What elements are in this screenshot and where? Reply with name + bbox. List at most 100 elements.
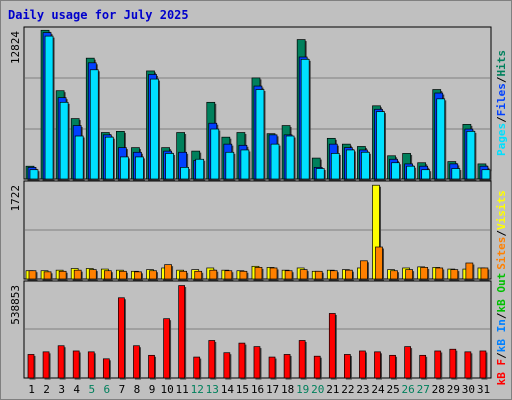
day-label-27: 27 — [417, 383, 430, 396]
kbf-bar-15 — [238, 342, 246, 379]
sites-bar-13 — [209, 269, 218, 280]
pages-bar-7 — [120, 156, 129, 180]
pages-bar-20 — [315, 168, 325, 180]
sites-bar-1 — [28, 270, 37, 280]
day-label-13: 13 — [206, 383, 219, 396]
pages-bar-8 — [135, 156, 144, 180]
kbf-bar-27 — [419, 354, 427, 379]
kbf-bar-23 — [359, 350, 366, 379]
pages-bar-22 — [346, 149, 355, 180]
pages-bar-3 — [59, 101, 69, 180]
day-label-15: 15 — [236, 383, 249, 396]
day-label-24: 24 — [371, 383, 385, 396]
sites-bar-14 — [224, 270, 233, 280]
day-label-28: 28 — [432, 383, 445, 396]
pages-bar-27 — [421, 169, 431, 180]
pages-bar-9 — [150, 78, 159, 180]
sites-bar-4 — [73, 269, 82, 280]
kbf-bar-26 — [404, 346, 411, 379]
kbf-bar-21 — [328, 313, 336, 379]
sites-bar-21 — [329, 270, 338, 280]
pages-bar-30 — [466, 131, 476, 180]
legend-top-part-3: Files — [495, 83, 508, 116]
kbf-bar-6 — [102, 358, 110, 379]
sites-bar-25 — [390, 270, 398, 280]
kbf-bar-16 — [253, 346, 261, 379]
kbf-bar-7 — [118, 297, 125, 379]
day-label-11: 11 — [176, 383, 189, 396]
pages-bar-15 — [240, 149, 250, 180]
legend-bottom: kB F/kB In/kB Out — [495, 273, 508, 386]
kbf-bar-19 — [298, 340, 306, 379]
legend-mid-part-2: / — [495, 230, 508, 237]
sites-bar-27 — [420, 267, 429, 280]
kbf-bar-3 — [57, 345, 65, 379]
kbf-bar-8 — [133, 345, 140, 379]
legend-top-part-2: / — [495, 116, 508, 123]
kbf-bar-10 — [163, 318, 170, 379]
legend-mid-part-1: Sites — [495, 237, 508, 270]
day-label-17: 17 — [266, 383, 279, 396]
kbf-bar-5 — [87, 351, 95, 379]
day-label-19: 19 — [296, 383, 309, 396]
pages-bar-13 — [210, 128, 220, 180]
sites-bar-11 — [179, 270, 187, 280]
kbf-bar-13 — [208, 340, 216, 379]
pages-bar-16 — [255, 89, 265, 180]
pages-bar-4 — [74, 135, 84, 180]
pages-bar-24 — [376, 111, 385, 180]
pages-bar-29 — [451, 168, 461, 180]
day-label-1: 1 — [28, 383, 35, 396]
day-label-31: 31 — [477, 383, 490, 396]
kbf-bar-17 — [268, 356, 276, 379]
ymax-label-1: 12824 — [9, 31, 22, 64]
sites-bar-2 — [43, 271, 52, 280]
sites-bar-8 — [134, 271, 142, 280]
pages-bar-11 — [180, 167, 189, 180]
legend-bottom-part-2: / — [495, 352, 508, 359]
sites-bar-9 — [149, 270, 157, 280]
pages-bar-31 — [481, 169, 491, 180]
day-label-5: 5 — [88, 383, 95, 396]
sites-bar-7 — [119, 270, 127, 280]
sites-bar-3 — [58, 270, 67, 280]
pages-bar-18 — [285, 135, 295, 180]
pages-bar-28 — [436, 98, 446, 180]
sites-bar-16 — [254, 267, 263, 280]
kbf-bar-11 — [178, 285, 185, 379]
kbf-bar-30 — [464, 351, 472, 379]
pages-bar-25 — [391, 162, 400, 180]
legend-mid-part-3: Visits — [495, 190, 508, 230]
sites-bar-31 — [480, 267, 489, 280]
day-label-8: 8 — [134, 383, 141, 396]
sites-bar-23 — [360, 260, 368, 280]
day-label-21: 21 — [326, 383, 339, 396]
kbf-bar-25 — [389, 354, 396, 379]
kbf-bar-12 — [193, 356, 201, 379]
pages-bar-17 — [270, 143, 280, 180]
pages-bar-6 — [104, 136, 114, 180]
legend-mid: Sites/Visits — [495, 190, 508, 270]
legend-top-part-5: Hits — [495, 50, 508, 77]
day-label-12: 12 — [191, 383, 204, 396]
legend-bottom-part-3: kB In — [495, 319, 508, 352]
chart-title: Daily usage for July 2025 — [8, 8, 189, 22]
sites-bar-10 — [164, 264, 172, 280]
day-label-22: 22 — [341, 383, 354, 396]
sites-bar-24 — [375, 246, 383, 280]
sites-bar-15 — [239, 270, 248, 280]
sites-bar-26 — [405, 269, 413, 280]
sites-bar-18 — [284, 270, 293, 280]
day-label-7: 7 — [119, 383, 126, 396]
pages-bar-1 — [29, 169, 39, 180]
pages-bar-10 — [165, 153, 174, 180]
legend-top-part-4: / — [495, 76, 508, 83]
sites-bar-28 — [435, 267, 444, 280]
kbf-bar-28 — [434, 350, 442, 379]
kbf-bar-2 — [42, 351, 50, 379]
sites-bar-6 — [103, 270, 112, 280]
kbf-bar-20 — [313, 355, 321, 379]
legend-bottom-part-5: kB Out — [495, 273, 508, 313]
day-label-25: 25 — [386, 383, 399, 396]
